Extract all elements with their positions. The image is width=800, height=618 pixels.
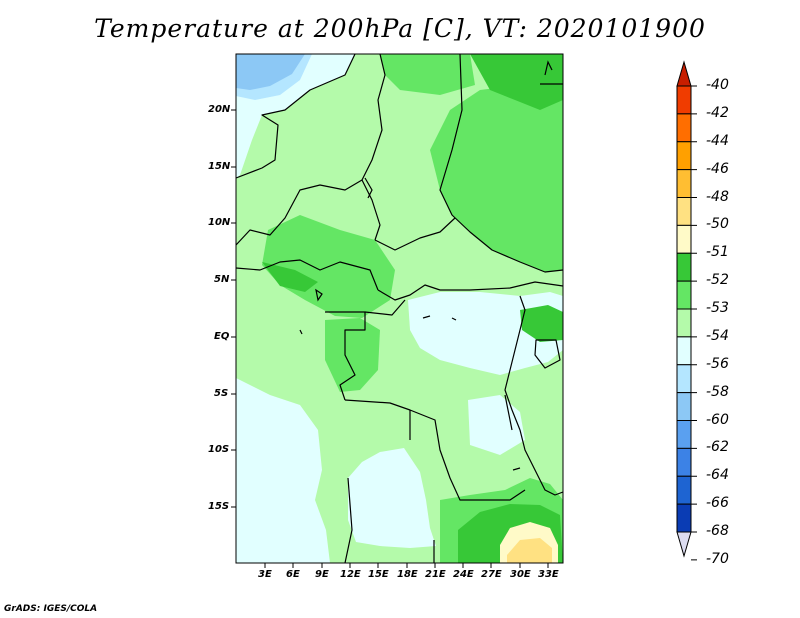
- colorbar-cell: [676, 503, 692, 533]
- colorbar-cell: [676, 364, 692, 394]
- colorbar-label: -60: [706, 411, 729, 428]
- region-ne-dark-green: [470, 54, 563, 110]
- lon-label-6e: 6E: [286, 569, 300, 580]
- colorbar-label: -68: [706, 523, 729, 539]
- lat-label-20n: 20N: [208, 104, 231, 115]
- colorbar-label: -58: [706, 383, 729, 400]
- country-borders: [235, 53, 564, 564]
- lon-ticks: [264, 563, 549, 568]
- region-east-cyan: [468, 395, 525, 455]
- region-gulf-dark-green: [262, 262, 318, 292]
- colorbar-cap-bottom: [676, 531, 692, 558]
- region-south-cyan: [348, 448, 436, 548]
- colorbar-label: -56: [706, 355, 729, 372]
- lon-label-30e: 30E: [510, 569, 531, 580]
- colorbar-cell: [676, 197, 692, 226]
- region-top-green: [380, 54, 475, 95]
- colorbar-cell: [676, 141, 692, 171]
- colorbar-cell: [676, 475, 692, 505]
- region-east-dark-green: [520, 305, 563, 342]
- lon-label-12e: 12E: [340, 569, 361, 580]
- lon-label-9e: 9E: [315, 569, 329, 580]
- lon-label-33e: 33E: [538, 569, 559, 580]
- map-title: Temperature at 200hPa [C], VT: 202010190…: [94, 14, 706, 43]
- lat-label-15n: 15N: [208, 161, 231, 172]
- region-blue-60: [236, 54, 305, 90]
- lat-label-10n: 10N: [208, 217, 231, 228]
- colorbar-cap-top: [676, 60, 692, 87]
- plot-frame: [235, 53, 564, 564]
- lon-label-21e: 21E: [425, 569, 446, 580]
- colorbar-label: -53: [706, 300, 729, 316]
- colorbar-cell: [676, 224, 692, 254]
- lon-label-27e: 27E: [481, 569, 502, 580]
- lon-label-18e: 18E: [397, 569, 418, 580]
- region-yellow-50: [507, 538, 552, 563]
- lat-label-5n: 5N: [214, 274, 230, 285]
- lat-label-15s: 15S: [208, 501, 230, 512]
- colorbar-label: -54: [706, 327, 729, 344]
- colorbar-label: -51: [706, 244, 729, 261]
- colorbar-cell: [676, 420, 692, 449]
- colorbar-label: -52: [706, 272, 729, 289]
- colorbar-label: -40: [706, 77, 729, 93]
- colorbar-label: -48: [706, 188, 729, 205]
- colorbar-cell: [676, 447, 692, 477]
- colorbar-label: -66: [706, 495, 729, 512]
- colorbar-label: -46: [706, 160, 729, 177]
- colorbar-cell: [676, 280, 692, 310]
- region-west-green: [325, 318, 380, 392]
- colorbar-label: -70: [706, 550, 729, 567]
- colorbar-cell: [676, 336, 692, 366]
- colorbar-cell: [676, 308, 692, 338]
- lat-label-5s: 5S: [214, 388, 229, 399]
- colorbar-cell: [676, 85, 692, 115]
- colorbar-cell: [676, 113, 692, 143]
- colorbar-label: -64: [706, 467, 729, 484]
- region-southwest-ocean-cyan: [236, 378, 330, 563]
- lon-label-24e: 24E: [453, 569, 474, 580]
- lat-label-10s: 10S: [208, 444, 230, 455]
- colorbar-label: -62: [706, 439, 729, 456]
- colorbar-label: -42: [706, 104, 729, 121]
- lat-label-eq: EQ: [214, 331, 230, 342]
- lon-label-3e: 3E: [258, 569, 272, 580]
- colorbar-cell: [676, 252, 692, 282]
- colorbar-cell: [676, 392, 692, 421]
- lat-ticks: [231, 109, 236, 508]
- lon-label-15e: 15E: [368, 569, 389, 580]
- colorbar-label: -50: [706, 216, 729, 233]
- water-bodies: [299, 60, 553, 471]
- colorbar-cell: [676, 169, 692, 198]
- colorbar-label: -44: [706, 132, 729, 149]
- grads-credit: GrADS: IGES/COLA: [4, 604, 98, 614]
